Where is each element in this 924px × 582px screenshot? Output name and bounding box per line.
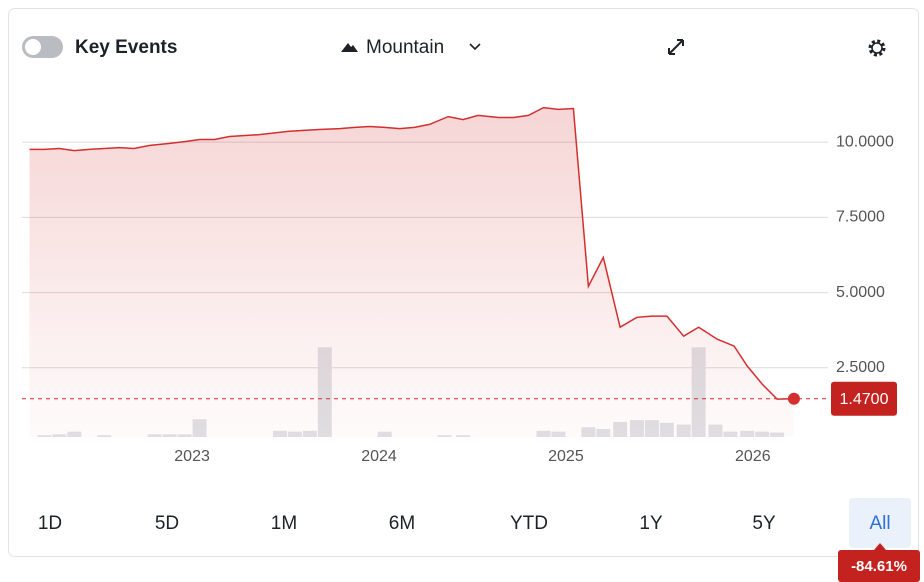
x-tick-label: 2023 [174, 448, 210, 465]
mountain-icon [341, 43, 358, 52]
range-button[interactable]: 1M [271, 513, 297, 534]
range-label: YTD [510, 513, 548, 534]
toggle-knob [25, 39, 41, 55]
range-button[interactable]: All [849, 498, 911, 548]
x-tick-label: 2025 [548, 448, 584, 465]
y-tick-label: 7.5000 [836, 209, 885, 226]
range-label: 5Y [752, 513, 776, 534]
plot: 2.5000 5.0000 7.5000 10.0000 2023 2024 2025 202… [22, 106, 897, 465]
gear-teeth [868, 39, 886, 57]
selected-highlight [849, 498, 911, 548]
range-button[interactable]: 6M [389, 513, 415, 534]
range-label: 6M [389, 513, 415, 534]
range-button[interactable]: YTD [510, 513, 548, 534]
gear-ring [871, 42, 883, 54]
range-label: 5D [155, 513, 179, 534]
change-value: -84.61% [851, 558, 907, 575]
y-tick-label: 2.5000 [836, 359, 885, 376]
last-price-box [831, 381, 897, 416]
chart-style-dropdown[interactable]: Mountain [341, 37, 481, 58]
y-tick-label: 5.0000 [836, 284, 885, 301]
key-events-toggle[interactable]: Key Events [22, 36, 177, 58]
x-tick-label: 2024 [361, 448, 397, 465]
y-tick-label: 10.0000 [836, 133, 894, 150]
last-point [787, 392, 800, 405]
range-button[interactable]: 5Y [752, 513, 776, 534]
range-label: All [869, 513, 890, 534]
range-button[interactable]: 5D [155, 513, 179, 534]
range-button[interactable]: 1Y [639, 513, 663, 534]
expand-button[interactable] [668, 39, 684, 55]
badge-pointer [874, 543, 886, 550]
x-tick-label: 2026 [735, 448, 771, 465]
range-label: 1D [38, 513, 62, 534]
settings-button[interactable] [868, 39, 886, 57]
range-buttons: 1D 5D 1M 6M YTD 1Y 5Y All [38, 498, 911, 548]
change-badge [838, 550, 920, 582]
price-area [29, 107, 795, 437]
range-button[interactable]: 1D [38, 513, 62, 534]
chevron [469, 43, 481, 51]
price-line [29, 106, 795, 400]
last-price-label: 1.4700 [840, 391, 889, 408]
toggle-label: Key Events [75, 37, 177, 58]
chart-style-label: Mountain [366, 37, 444, 58]
range-label: 1Y [639, 513, 663, 534]
range-label: 1M [271, 513, 297, 534]
